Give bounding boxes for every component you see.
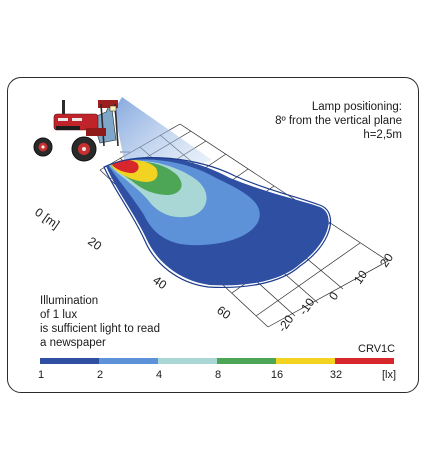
- model-label: CRV1C: [358, 343, 396, 355]
- distance-tick-40: 40: [150, 273, 169, 292]
- isolux-outline: [103, 157, 331, 288]
- illumination-note: Illumination of 1 lux is sufficient ligh…: [40, 295, 160, 349]
- legend-label-32: 32: [329, 369, 343, 381]
- lamp-positioning-angle: 8º from the vertical plane: [275, 115, 402, 127]
- lateral-tick-20: 20: [377, 250, 396, 269]
- distance-tick-60: 60: [214, 303, 233, 322]
- legend-label-8: 8: [214, 369, 222, 381]
- legend-swatch-3: [158, 358, 217, 364]
- lamp-positioning-height: h=2,5m: [363, 129, 402, 141]
- legend-swatch-4: [217, 358, 276, 364]
- legend-swatch-1: [40, 358, 99, 364]
- lateral-tick-minus20: -20: [275, 312, 297, 335]
- lamp-positioning: Lamp positioning: 8º from the vertical p…: [275, 100, 402, 142]
- isolux-contours: [103, 156, 331, 288]
- legend-swatch-5: [276, 358, 335, 364]
- legend-label-4: 4: [155, 369, 163, 381]
- distance-tick-20: 20: [85, 234, 104, 253]
- lateral-tick-minus10: -10: [296, 295, 318, 318]
- lateral-tick-10: 10: [351, 267, 370, 286]
- legend-swatch-6: [335, 358, 394, 364]
- legend-color-bar: [40, 358, 394, 364]
- isolux-zone-32lx: [112, 159, 139, 174]
- tractor-icon: [33, 100, 119, 162]
- legend-label-1: 1: [37, 369, 45, 381]
- legend-label-16: 16: [270, 369, 284, 381]
- lamp-positioning-title: Lamp positioning:: [311, 101, 402, 113]
- distance-unit-label: 0 [m]: [32, 205, 62, 232]
- legend-unit-label: [lx]: [381, 369, 397, 381]
- legend-swatch-2: [99, 358, 158, 364]
- legend-label-2: 2: [96, 369, 104, 381]
